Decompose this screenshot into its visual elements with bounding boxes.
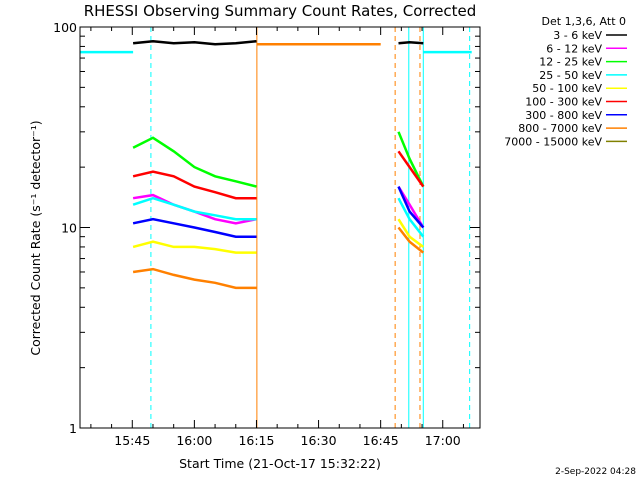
legend-label-1: 6 - 12 keV	[546, 42, 602, 55]
y-tick-label-0: 1	[69, 421, 77, 436]
vertical-markers	[80, 27, 471, 428]
x-tick-label-4: 16:45	[363, 433, 399, 448]
legend-label-0: 3 - 6 keV	[553, 29, 602, 42]
x-tick-label-5: 17:00	[425, 433, 461, 448]
series-5-segment-1	[397, 150, 425, 188]
series-6-segment-0	[132, 217, 257, 238]
series-0-segment-1	[398, 40, 424, 45]
chart-title: RHESSI Observing Summary Count Rates, Co…	[84, 2, 477, 20]
series-layer	[80, 39, 472, 290]
timestamp: 2-Sep-2022 04:28	[555, 467, 636, 477]
y-tick-label-1: 10	[61, 221, 77, 236]
series-4-segment-1	[397, 218, 425, 248]
series-5-segment-0	[132, 170, 257, 200]
series-7-segment-0	[132, 267, 257, 290]
series-7-segment-2	[397, 226, 425, 254]
series-3-segment-1	[132, 196, 257, 221]
x-tick-label-3: 16:30	[301, 433, 337, 448]
legend-label-7: 800 - 7000 keV	[518, 122, 602, 135]
series-3-segment-2	[397, 197, 425, 238]
series-6-segment-1	[397, 186, 425, 229]
series-0-segment-0	[132, 39, 257, 46]
legend-label-4: 50 - 100 keV	[532, 82, 602, 95]
legend-label-8: 7000 - 15000 keV	[504, 135, 602, 148]
legend-label-3: 25 - 50 keV	[539, 69, 602, 82]
legend-label-6: 300 - 800 keV	[525, 109, 602, 122]
x-axis-label: Start Time (21-Oct-17 15:32:22)	[179, 456, 381, 471]
legend-title: Det 1,3,6, Att 0	[542, 15, 626, 28]
x-tick-label-1: 16:00	[176, 433, 212, 448]
axis-ticks: 15:45 16:00 16:15 16:30 16:45 17:00 1 10 100	[53, 20, 480, 448]
series-2-segment-0	[132, 136, 257, 188]
legend-label-5: 100 - 300 keV	[525, 96, 602, 109]
y-axis-label: Corrected Count Rate (s⁻¹ detector⁻¹)	[28, 120, 43, 355]
legend-label-2: 12 - 25 keV	[539, 56, 602, 69]
x-tick-label-0: 15:45	[114, 433, 150, 448]
series-2-segment-1	[397, 131, 425, 188]
y-tick-label-2: 100	[53, 20, 77, 35]
series-4-segment-0	[132, 240, 257, 254]
x-tick-label-2: 16:15	[238, 433, 274, 448]
